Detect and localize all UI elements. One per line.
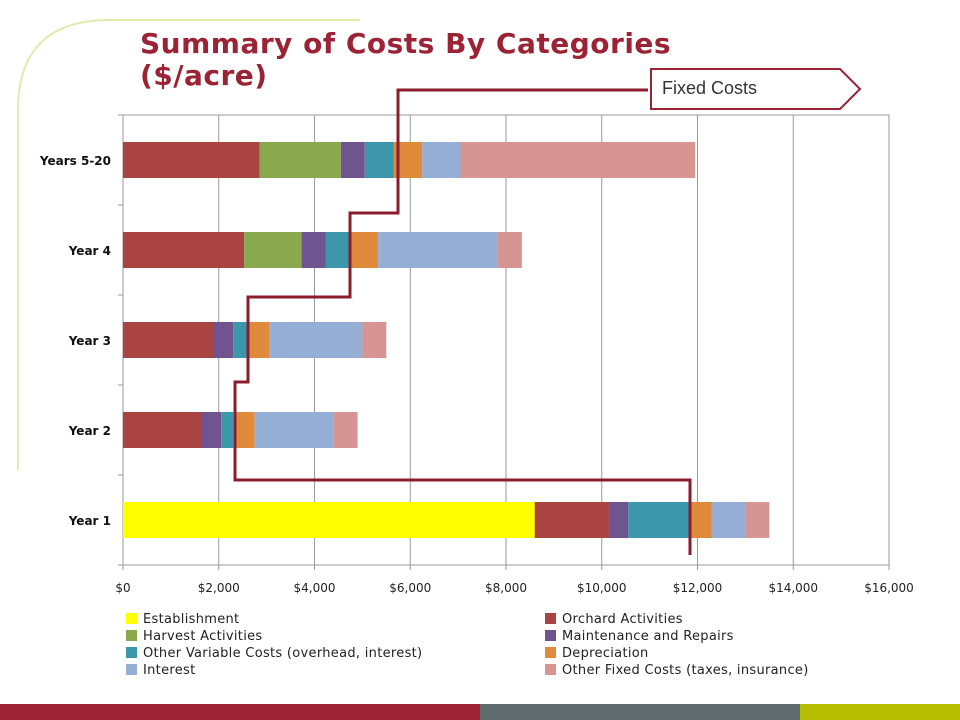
legend-swatch <box>545 664 556 675</box>
bar-segment <box>201 412 222 448</box>
bar-segment <box>340 142 365 178</box>
x-tick-label: $14,000 <box>768 581 818 595</box>
legend-label: Interest <box>143 663 196 678</box>
legend-label: Harvest Activities <box>143 629 263 644</box>
bar-segment <box>233 412 255 448</box>
bars-layer <box>123 142 770 538</box>
legend-item: Depreciation <box>545 646 649 663</box>
bar-segment <box>460 142 696 178</box>
bar-segment <box>247 322 270 358</box>
legend-item: Harvest Activities <box>126 629 263 646</box>
bar-segment <box>244 232 302 268</box>
x-tick-label: $0 <box>115 581 130 595</box>
bar-segment <box>534 502 609 538</box>
x-tick-label: $2,000 <box>198 581 240 595</box>
bar-segment <box>422 142 461 178</box>
x-tick-label: $4,000 <box>294 581 336 595</box>
footer-bar-gray <box>480 704 800 720</box>
bar-segment <box>123 412 202 448</box>
x-tick-label: $8,000 <box>485 581 527 595</box>
bar-segment <box>333 412 358 448</box>
legend-label: Other Variable Costs (overhead, interest… <box>143 646 423 661</box>
legend-swatch <box>545 647 556 658</box>
bar-segment <box>221 412 234 448</box>
legend-swatch <box>545 630 556 641</box>
legend-swatch <box>126 647 137 658</box>
y-category-label: Year 2 <box>68 424 111 438</box>
y-category-label: Years 5-20 <box>39 154 111 168</box>
x-tick-label: $6,000 <box>389 581 431 595</box>
legend-item: Orchard Activities <box>545 612 683 629</box>
bar-segment <box>301 232 326 268</box>
bar-segment <box>349 232 379 268</box>
fixed-costs-boundary-line <box>233 88 692 555</box>
bar-segment <box>497 232 522 268</box>
legend-label: Establishment <box>143 612 240 627</box>
bar-segment <box>608 502 629 538</box>
bar-segment <box>690 502 712 538</box>
x-tick-label: $10,000 <box>577 581 627 595</box>
bar-segment <box>123 232 245 268</box>
callout-label: Fixed Costs <box>662 78 758 98</box>
y-category-label: Year 4 <box>68 244 111 258</box>
legend-item: Interest <box>126 663 196 680</box>
y-category-label: Year 1 <box>68 514 111 528</box>
bar-segment <box>378 232 498 268</box>
legend-item: Other Variable Costs (overhead, interest… <box>126 646 422 663</box>
bar-segment <box>233 322 248 358</box>
legend-item: Maintenance and Repairs <box>545 629 734 646</box>
bar-segment <box>123 142 260 178</box>
legend-label: Other Fixed Costs (taxes, insurance) <box>562 663 809 678</box>
y-category-label: Year 3 <box>68 334 111 348</box>
legend-item: Other Fixed Costs (taxes, insurance) <box>545 663 809 680</box>
bar-segment <box>325 232 350 268</box>
bar-segment <box>254 412 334 448</box>
legend-label: Maintenance and Repairs <box>562 629 734 644</box>
bar-segment <box>364 142 394 178</box>
fixed-costs-callout: Fixed Costs <box>650 68 862 110</box>
legend-label: Orchard Activities <box>562 612 683 627</box>
bar-segment <box>123 502 535 538</box>
bar-segment <box>745 502 770 538</box>
decor-curve <box>17 19 360 470</box>
legend-swatch <box>126 613 137 624</box>
bar-segment <box>628 502 691 538</box>
bar-segment <box>269 322 363 358</box>
legend-label: Depreciation <box>562 646 649 661</box>
bar-segment <box>711 502 746 538</box>
callout-shape <box>650 68 862 110</box>
footer-bar-red <box>0 704 480 720</box>
page-title: Summary of Costs By Categories ($/acre) <box>140 27 672 92</box>
legend-swatch <box>126 630 137 641</box>
axis-layer: $0 $2,000 $4,000 $6,000 $8,000 $10,000 $12,000… <box>39 114 914 595</box>
x-tick-label: $12,000 <box>673 581 723 595</box>
bar-segment <box>259 142 341 178</box>
legend-swatch <box>126 664 137 675</box>
bar-segment <box>213 322 234 358</box>
legend-item: Establishment <box>126 612 239 629</box>
x-tick-label: $16,000 <box>864 581 914 595</box>
legend-swatch <box>545 613 556 624</box>
bar-segment <box>123 322 214 358</box>
footer-bar-green <box>800 704 960 720</box>
bar-segment <box>362 322 387 358</box>
